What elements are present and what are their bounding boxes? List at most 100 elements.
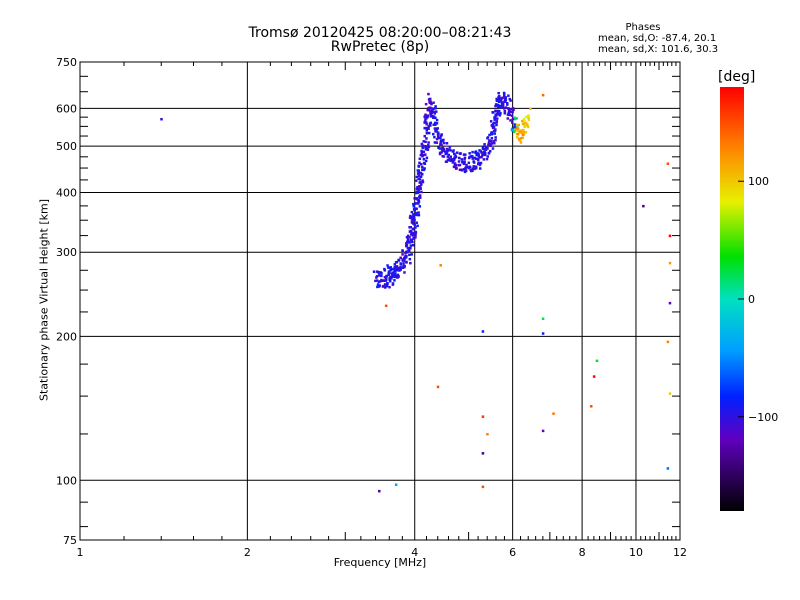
echo-marker xyxy=(508,97,512,101)
echo-marker xyxy=(420,190,423,194)
echo-marker xyxy=(478,167,482,170)
echo-marker xyxy=(393,263,397,266)
echo-marker xyxy=(471,155,474,158)
echo-marker xyxy=(397,275,400,279)
echo-marker xyxy=(395,275,399,278)
trace-marker xyxy=(380,274,383,278)
echo-marker xyxy=(435,141,439,144)
echo-marker xyxy=(491,147,495,150)
echo-marker xyxy=(415,175,419,179)
scatter-marker xyxy=(668,234,672,238)
echo-marker xyxy=(451,161,455,164)
echo-marker xyxy=(496,109,500,113)
echo-marker xyxy=(435,110,438,113)
echo-marker xyxy=(474,150,478,153)
echo-marker xyxy=(425,126,429,130)
echo-marker xyxy=(499,112,502,115)
echo-marker xyxy=(434,107,437,110)
scatter-marker xyxy=(668,301,672,305)
echo-marker xyxy=(506,113,510,116)
y-tick-label: 500 xyxy=(56,140,77,153)
echo-marker xyxy=(416,224,419,228)
echo-marker xyxy=(409,244,413,247)
echo-marker xyxy=(433,112,437,115)
echo-marker xyxy=(479,161,483,165)
trace-marker xyxy=(439,141,442,144)
echo-marker xyxy=(494,109,497,113)
echo-marker xyxy=(513,123,517,126)
echo-marker xyxy=(491,111,495,114)
echo-marker xyxy=(417,189,421,192)
scatter-marker xyxy=(541,429,545,433)
echo-marker xyxy=(491,124,494,128)
echo-marker xyxy=(429,124,432,127)
echo-marker xyxy=(421,144,425,147)
echo-marker xyxy=(526,125,530,129)
echo-marker xyxy=(495,121,498,124)
echo-marker xyxy=(476,152,480,155)
echo-marker xyxy=(492,121,496,125)
echo-marker xyxy=(506,102,509,105)
echo-marker xyxy=(412,213,415,216)
echo-marker xyxy=(380,278,383,282)
echo-marker xyxy=(416,185,419,189)
echo-marker xyxy=(409,214,412,218)
echo-marker xyxy=(424,153,427,156)
echo-marker xyxy=(487,151,491,155)
echo-marker xyxy=(499,106,502,109)
echo-marker xyxy=(512,108,515,112)
echo-marker xyxy=(425,146,429,150)
echo-marker xyxy=(422,168,426,172)
echo-marker xyxy=(504,96,508,99)
echo-marker xyxy=(498,114,502,117)
phases-title: Phases xyxy=(625,22,661,33)
echo-marker xyxy=(446,155,450,158)
echo-marker xyxy=(449,155,453,158)
echo-marker xyxy=(394,261,398,264)
trace-marker xyxy=(515,129,519,132)
echo-marker xyxy=(411,220,414,224)
echo-marker xyxy=(509,107,513,111)
echo-marker xyxy=(388,279,392,283)
echo-marker xyxy=(518,139,522,142)
echo-marker xyxy=(399,266,402,269)
echo-marker xyxy=(418,194,422,197)
echo-marker xyxy=(420,183,423,186)
scatter-marker xyxy=(481,415,485,418)
echo-marker xyxy=(515,117,518,120)
echo-marker xyxy=(423,162,427,166)
echo-marker xyxy=(424,140,427,144)
echo-marker xyxy=(405,251,408,254)
trace-marker xyxy=(391,274,395,278)
echo-marker xyxy=(503,111,507,115)
y-axis-label: Stationary phase Virtual Height [km] xyxy=(37,198,51,402)
echo-marker xyxy=(509,119,512,122)
echo-marker xyxy=(466,165,469,169)
trace-marker xyxy=(523,125,526,128)
echo-marker xyxy=(503,94,506,98)
trace-marker xyxy=(527,114,530,117)
echo-marker xyxy=(492,140,495,143)
scatter-marker xyxy=(394,483,398,486)
echo-marker xyxy=(486,137,489,140)
echo-marker xyxy=(521,119,524,123)
echo-marker xyxy=(432,132,435,136)
echo-marker xyxy=(383,283,387,286)
echo-marker xyxy=(428,97,432,101)
echo-marker xyxy=(411,240,414,244)
echo-marker xyxy=(489,139,493,143)
echo-marker xyxy=(448,157,451,160)
echo-marker xyxy=(435,122,439,125)
echo-marker xyxy=(412,216,416,220)
echo-marker xyxy=(420,152,424,155)
echo-marker xyxy=(513,125,516,129)
trace-marker xyxy=(477,158,480,161)
scatter-marker xyxy=(541,332,545,335)
echo-marker xyxy=(406,240,409,243)
echo-marker xyxy=(490,142,494,145)
scatter-marker xyxy=(552,412,555,415)
echo-marker xyxy=(427,141,430,144)
echo-marker xyxy=(454,167,458,170)
trace-marker xyxy=(497,103,500,107)
echo-marker xyxy=(497,91,500,95)
